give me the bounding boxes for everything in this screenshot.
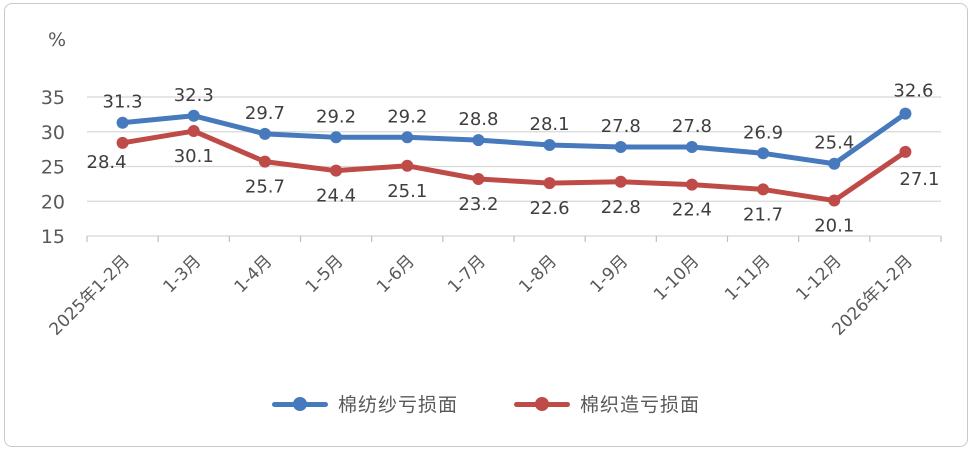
data-point-1-10: [828, 194, 841, 207]
data-label-1-6: 22.6: [530, 198, 570, 219]
data-point-1-8: [685, 178, 698, 191]
x-axis-label-3: 1-5月: [302, 251, 348, 297]
legend-marker-red-icon: [514, 396, 570, 412]
data-point-1-7: [614, 175, 627, 188]
data-label-1-8: 22.4: [672, 200, 712, 221]
chart-legend: 棉纺纱亏损面 棉织造亏损面: [5, 390, 967, 417]
data-point-1-1: [187, 125, 200, 138]
data-label-0-9: 26.9: [743, 122, 783, 143]
data-point-1-3: [330, 164, 343, 177]
data-label-0-0: 31.3: [103, 92, 143, 113]
y-axis-unit-label: %: [48, 29, 66, 51]
x-axis-label-1: 1-3月: [159, 251, 205, 297]
data-label-0-6: 28.1: [530, 114, 570, 135]
data-point-1-5: [472, 173, 485, 186]
line-chart-canvas: 15 20 25 30 35% 2025年1-2月 1-3月 1-4月 1-5月 1-6月 1-7月…: [41, 29, 942, 340]
data-label-0-1: 32.3: [174, 85, 214, 106]
y-axis-tick-label: 20: [41, 191, 65, 213]
data-label-0-2: 29.7: [245, 103, 285, 124]
data-label-0-5: 28.8: [458, 109, 498, 130]
x-axis-label-9: 1-11月: [721, 251, 774, 304]
data-point-0-0: [116, 116, 129, 129]
data-label-1-3: 24.4: [316, 186, 356, 207]
legend-label-spinning-yarn: 棉纺纱亏损面: [337, 394, 458, 416]
y-axis-tick-label: 15: [41, 226, 65, 248]
data-label-0-10: 25.4: [814, 133, 854, 154]
x-axis-label-7: 1-9月: [586, 251, 632, 297]
legend-item-weaving[interactable]: 棉织造亏损面: [514, 390, 700, 417]
data-label-1-0: 28.4: [87, 152, 127, 173]
data-label-1-11: 27.1: [899, 169, 939, 190]
data-point-1-11: [899, 145, 912, 158]
data-label-0-4: 29.2: [387, 106, 427, 127]
data-point-0-6: [543, 138, 556, 151]
data-point-0-3: [330, 131, 343, 144]
legend-item-spinning-yarn[interactable]: 棉纺纱亏损面: [271, 390, 458, 417]
legend-label-weaving: 棉织造亏损面: [580, 394, 701, 416]
data-label-1-4: 25.1: [387, 181, 427, 202]
x-axis-label-8: 1-10月: [650, 251, 703, 304]
y-axis-tick-label: 30: [41, 122, 65, 144]
data-point-0-11: [899, 107, 912, 120]
data-point-0-1: [187, 109, 200, 122]
data-label-0-3: 29.2: [316, 106, 356, 127]
data-point-0-7: [614, 141, 627, 154]
data-point-0-4: [401, 131, 414, 144]
y-axis-tick-label: 25: [41, 157, 65, 179]
data-label-1-1: 30.1: [174, 146, 214, 167]
data-label-1-7: 22.8: [601, 197, 641, 218]
data-point-1-9: [757, 183, 770, 196]
x-axis-label-6: 1-8月: [515, 251, 561, 297]
data-point-1-2: [258, 155, 271, 168]
data-label-1-10: 20.1: [814, 216, 854, 237]
y-axis-tick-label: 35: [41, 87, 65, 109]
x-axis-label-0: 2025年1-2月: [46, 251, 134, 339]
data-label-1-5: 23.2: [458, 194, 498, 215]
data-point-1-0: [116, 136, 129, 149]
data-point-0-9: [757, 147, 770, 160]
x-axis-label-10: 1-12月: [792, 251, 845, 304]
data-point-1-6: [543, 177, 556, 190]
data-label-0-8: 27.8: [672, 116, 712, 137]
data-label-0-11: 32.6: [893, 81, 933, 102]
data-point-0-2: [258, 127, 271, 140]
x-axis-label-4: 1-6月: [373, 251, 419, 297]
series-line-1: [120, 128, 908, 204]
data-point-1-4: [401, 159, 414, 172]
data-label-0-7: 27.8: [601, 116, 641, 137]
data-point-0-10: [828, 157, 841, 170]
x-axis-label-2: 1-4月: [231, 251, 277, 297]
x-axis-label-5: 1-7月: [444, 251, 490, 297]
series-line-0: [120, 111, 908, 167]
data-point-0-8: [685, 141, 698, 154]
data-point-0-5: [472, 134, 485, 147]
data-label-1-2: 25.7: [245, 177, 285, 198]
data-label-1-9: 21.7: [743, 204, 783, 225]
chart-container: 15 20 25 30 35% 2025年1-2月 1-3月 1-4月 1-5月 1-6月 1-7月…: [4, 3, 968, 447]
legend-marker-blue-icon: [271, 396, 328, 412]
